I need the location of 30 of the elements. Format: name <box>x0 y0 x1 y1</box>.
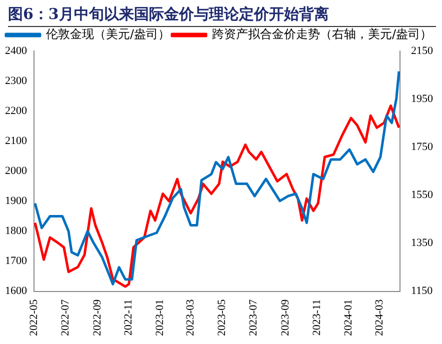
y2-tick-label: 1350 <box>411 237 434 250</box>
x-tick-label: 2023-09 <box>279 298 292 336</box>
x-tick-label: 2022-05 <box>28 298 40 336</box>
chart-title: 图6：3月中旬以来国际金价与理论定价开始背离 <box>8 4 436 27</box>
y-tick-label: 2300 <box>5 74 28 87</box>
legend-label: 跨资产拟合金价走势（右轴，美元/盎司） <box>212 27 432 42</box>
y-tick-label: 1900 <box>5 195 28 208</box>
x-tick-label: 2022-07 <box>59 298 72 336</box>
y-tick-label: 1800 <box>5 225 28 238</box>
legend-label: 伦敦金现（美元/盎司） <box>46 27 170 42</box>
y2-tick-label: 1150 <box>411 285 434 298</box>
x-tick-label: 2023-03 <box>184 298 197 336</box>
y-tick-label: 2200 <box>5 104 28 117</box>
y-tick-label: 2400 <box>5 44 28 57</box>
x-tick-label: 2022-11 <box>122 299 135 336</box>
y2-tick-label: 1750 <box>411 141 434 154</box>
x-tick-label: 2024-03 <box>373 298 386 336</box>
y-tick-label: 1700 <box>5 255 28 268</box>
y2-tick-label: 1950 <box>411 92 434 105</box>
x-tick-label: 2023-07 <box>247 298 260 336</box>
y2-tick-label: 1550 <box>411 189 434 202</box>
x-tick-label: 2023-01 <box>154 299 166 336</box>
y-tick-label: 2100 <box>5 135 28 148</box>
y-tick-label: 1600 <box>5 285 28 298</box>
x-tick-label: 2023-05 <box>216 298 228 336</box>
x-tick-label: 2022-09 <box>91 298 104 336</box>
x-tick-label: 2024-01 <box>342 299 354 336</box>
y2-tick-label: 2150 <box>411 44 434 57</box>
x-tick-label: 2023-11 <box>310 299 323 336</box>
y-tick-label: 2000 <box>5 165 28 178</box>
